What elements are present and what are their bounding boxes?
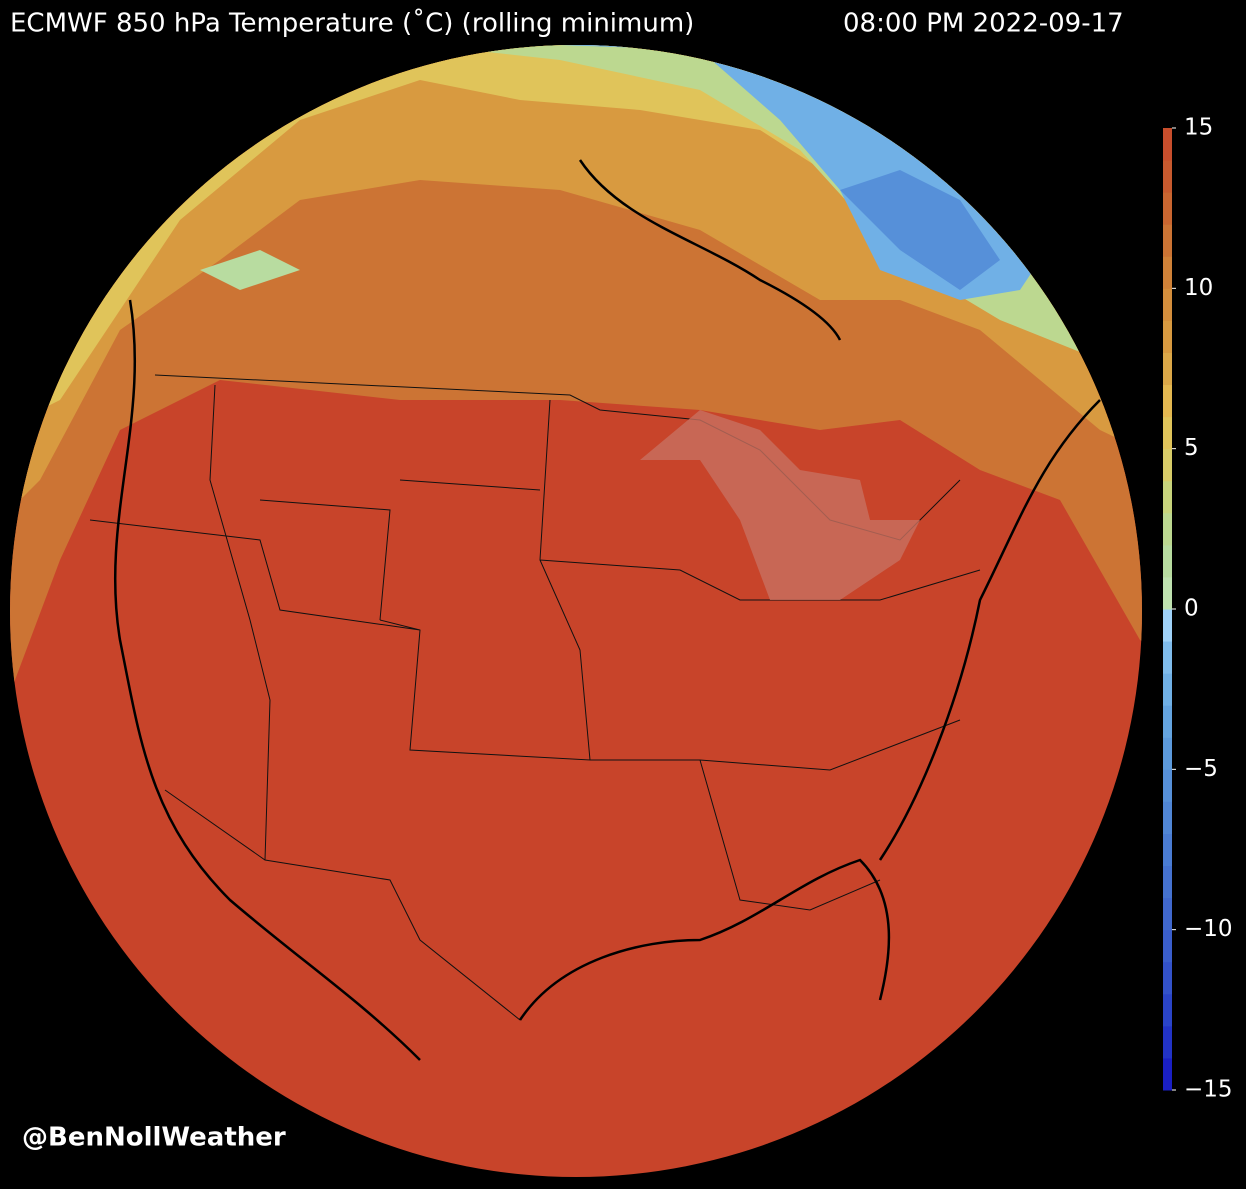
- colorbar-segment: [1163, 993, 1172, 1027]
- credit: @BenNollWeather: [22, 1123, 286, 1153]
- colorbar-tick-label: −15: [1184, 1077, 1233, 1103]
- colorbar-tick-label: −5: [1184, 756, 1218, 782]
- colorbar-segment: [1163, 961, 1172, 995]
- timestamp: 08:00 PM 2022-09-17: [843, 9, 1124, 39]
- colorbar-segment: [1163, 480, 1172, 514]
- colorbar-segment: [1163, 544, 1172, 578]
- colorbar-segment: [1163, 512, 1172, 546]
- colorbar-segment: [1163, 352, 1172, 386]
- colorbar-segment: [1163, 288, 1172, 321]
- colorbar-tick-label: 5: [1184, 435, 1199, 461]
- colorbar-segment: [1163, 160, 1172, 193]
- colorbar-segment: [1163, 416, 1172, 450]
- colorbar-segment: [1163, 576, 1172, 610]
- colorbar-segment: [1163, 737, 1172, 770]
- colorbar-segment: [1163, 192, 1172, 225]
- colorbar-segment: [1163, 256, 1172, 289]
- colorbar: −15 −10 −5 0 5 10 15: [1163, 115, 1233, 1103]
- colorbar-segment: [1163, 865, 1172, 899]
- colorbar-segment: [1163, 897, 1172, 931]
- colorbar-segment: [1163, 769, 1172, 802]
- colorbar-segment: [1163, 705, 1172, 738]
- colorbar-segment: [1163, 384, 1172, 418]
- colorbar-segment: [1163, 929, 1172, 963]
- colorbar-segment: [1163, 673, 1172, 706]
- colorbar-tick-label: −10: [1184, 916, 1233, 942]
- colorbar-segment: [1163, 128, 1172, 161]
- colorbar-tick-label: 15: [1184, 115, 1213, 141]
- colorbar-segment: [1163, 609, 1172, 642]
- colorbar-tick-label: 0: [1184, 596, 1199, 622]
- colorbar-segment: [1163, 1057, 1172, 1091]
- colorbar-segment: [1163, 224, 1172, 257]
- title: ECMWF 850 hPa Temperature (˚C) (rolling …: [10, 9, 694, 39]
- colorbar-tick-label: 10: [1184, 275, 1213, 301]
- colorbar-segment: [1163, 1025, 1172, 1059]
- colorbar-segment: [1163, 833, 1172, 867]
- colorbar-segment: [1163, 801, 1172, 834]
- colorbar-segment: [1163, 320, 1172, 353]
- colorbar-segment: [1163, 448, 1172, 482]
- colorbar-segment: [1163, 641, 1172, 674]
